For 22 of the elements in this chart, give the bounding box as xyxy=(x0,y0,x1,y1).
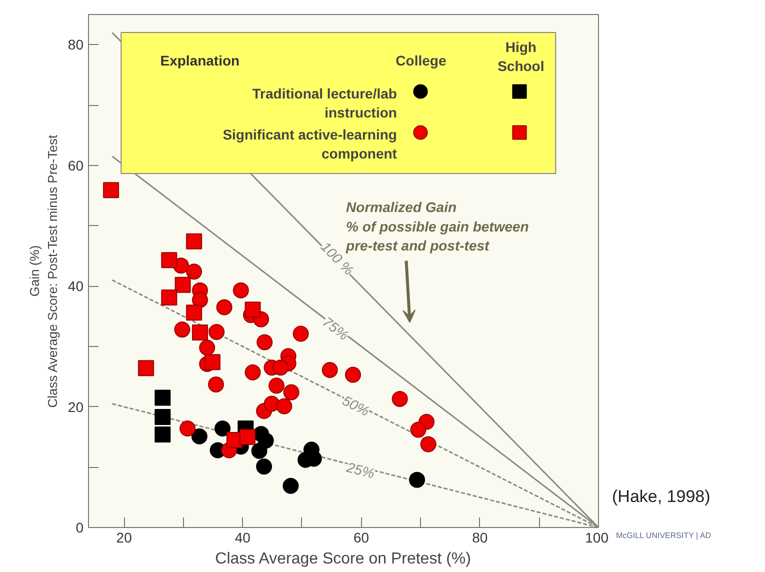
annotation: 25% xyxy=(344,458,376,482)
x-tick-label: 60 xyxy=(354,530,370,546)
y-tick-label: 60 xyxy=(68,157,84,174)
y-tick-label: 40 xyxy=(68,278,84,294)
y-tick-label: 20 xyxy=(68,398,84,415)
x-axis-title: Class Average Score on Pretest (%) xyxy=(215,550,471,568)
y-tick-label: 80 xyxy=(68,36,84,53)
legend-title: Explanation xyxy=(160,52,240,69)
text: (Hake, 1998) xyxy=(612,486,710,508)
x-tick-label: 80 xyxy=(472,530,488,546)
x-tick-label: 100 xyxy=(585,530,609,546)
x-tick-label: 40 xyxy=(234,530,251,546)
annotation: College xyxy=(396,52,446,69)
y-axis-title: Gain (%) Class Average Score: Post-Test minus Pre-Test xyxy=(26,134,60,408)
annotation: 50% xyxy=(340,392,372,420)
annotation: 75% xyxy=(320,313,352,344)
legend-label: Traditional lecture/lab instruction xyxy=(252,85,397,121)
x-tick-label: 20 xyxy=(116,530,132,546)
y-tick-label: 0 xyxy=(76,520,84,536)
legend-label: Significant active-learning component xyxy=(222,126,398,162)
annotation: High School xyxy=(498,38,544,74)
text: McGILL UNIVERSITY | AD xyxy=(616,530,711,542)
